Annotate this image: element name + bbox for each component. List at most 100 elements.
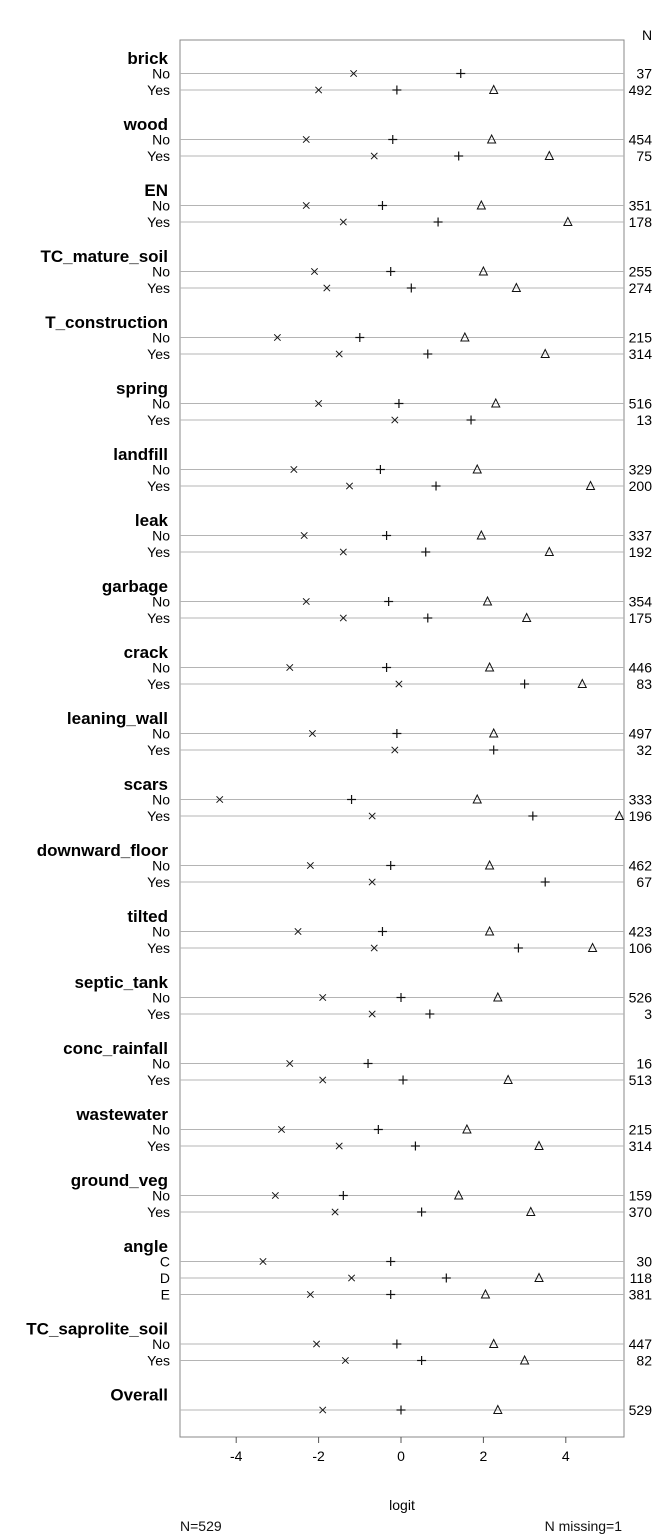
triangle-marker [534,1272,544,1282]
level-label: No [152,462,170,478]
n-value: 82 [636,1353,652,1369]
level-label: E [161,1287,170,1303]
x-marker [319,993,327,1002]
triangle-marker [476,529,487,540]
triangle-marker [577,678,588,688]
plus-marker [398,1075,408,1085]
variable-label: EN [144,181,168,200]
triangle-marker [540,348,551,358]
level-row: No 215 [152,330,652,346]
level-row: Yes 175 [147,610,652,626]
plus-marker [433,217,443,227]
level-label: No [152,66,170,82]
level-label: Yes [147,280,170,296]
triangle-marker [493,991,503,1002]
level-label: D [160,1270,170,1286]
x-tick: -2 [312,1437,325,1464]
x-axis-label: logit [389,1497,415,1513]
plus-marker [388,135,398,144]
level-row: Yes 274 [147,280,652,296]
level-row: No 351 [152,198,652,214]
n-value: 446 [629,660,653,676]
variable-label: Overall [110,1386,168,1405]
x-marker [302,201,310,210]
n-value: 381 [629,1287,653,1303]
x-marker [312,1340,321,1348]
n-value: 447 [629,1336,653,1352]
level-label: Yes [147,742,170,758]
n-value: 118 [630,1270,653,1286]
level-row: C 30 [160,1254,652,1270]
n-value: 67 [636,874,652,890]
x-marker [315,399,323,408]
x-marker [302,597,310,606]
level-label: No [152,1056,170,1072]
triangle-marker [490,397,501,408]
x-tick: -4 [230,1437,243,1464]
x-marker [308,729,316,738]
triangle-marker [511,282,522,292]
plus-marker [386,267,396,276]
x-tick-label: -2 [312,1448,325,1464]
level-row: D 118 [160,1270,652,1286]
triangle-marker [480,1288,491,1299]
n-value: 37 [636,66,652,82]
x-tick-label: 2 [480,1448,488,1464]
level-label: No [152,264,170,280]
level-row: Yes 196 [147,808,652,824]
level-label: No [152,330,170,346]
variable-label: wood [123,115,168,134]
n-value: 83 [636,676,652,692]
n-value: 3 [644,1006,652,1022]
x-marker [391,416,399,424]
x-tick: 4 [562,1437,570,1464]
level-label: Yes [147,346,170,362]
variable-label: wastewater [75,1105,168,1124]
level-row: Yes 314 [147,346,652,362]
n-value: 314 [629,346,653,362]
x-marker [277,1125,286,1134]
x-marker [368,812,376,820]
n-value: 13 [636,412,652,428]
x-marker [294,927,302,936]
variable-label: septic_tank [74,973,168,992]
plus-marker [417,1207,427,1217]
level-label: Yes [147,478,170,494]
level-label: Yes [147,1072,170,1088]
n-value: 314 [629,1138,653,1154]
n-value: 513 [629,1072,653,1088]
level-row: Yes 200 [147,478,652,494]
level-label: Yes [147,808,170,824]
x-tick: 2 [480,1437,488,1464]
level-label: Yes [147,82,170,98]
group-overall: Overall 529 [110,1386,652,1419]
triangle-marker [544,150,555,160]
level-row: No 423 [152,924,652,940]
triangle-marker [486,133,497,144]
level-row: No 526 [152,990,652,1006]
plus-marker [513,943,523,953]
plus-marker [382,531,392,540]
plus-marker [540,877,550,887]
x-marker [339,218,347,226]
level-row: Yes 106 [147,940,652,956]
level-row: Yes 32 [147,742,652,758]
level-row: Yes 83 [147,676,652,692]
x-marker [286,663,294,672]
triangle-marker [478,265,489,276]
x-marker [339,548,347,556]
variable-label: brick [127,49,168,68]
level-row: No 159 [152,1188,652,1204]
level-row: Yes 13 [147,412,652,428]
x-marker [395,680,403,688]
x-marker [339,614,347,622]
plus-marker [392,1339,402,1349]
